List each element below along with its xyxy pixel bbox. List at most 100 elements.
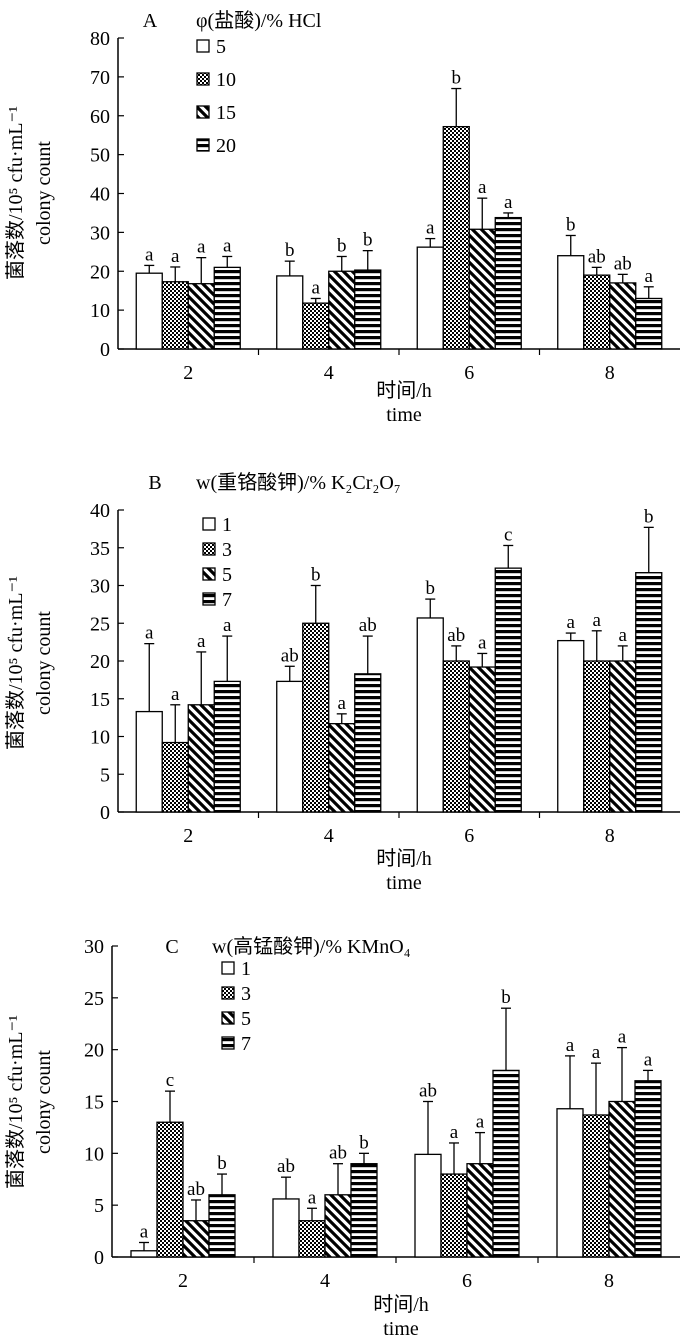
legend-swatch — [221, 986, 235, 1000]
bar — [272, 1198, 300, 1258]
bar — [468, 228, 496, 350]
x-axis-label-en: time — [386, 404, 422, 426]
legend-title: w(高锰酸钾)/% KMnO₄ — [212, 935, 411, 958]
y-tick-label: 70 — [90, 67, 110, 89]
y-tick-label: 40 — [90, 500, 110, 522]
significance-letter: ab — [588, 246, 606, 267]
legend-swatch — [196, 39, 210, 53]
x-tick-label: 2 — [183, 825, 193, 847]
bar — [187, 704, 215, 813]
legend-title: φ(盐酸)/% HCl — [196, 9, 322, 32]
significance-letter: a — [593, 610, 602, 631]
bar — [324, 1194, 352, 1258]
y-axis-label: 菌落数/10⁵ cfu·mL⁻¹ — [4, 576, 27, 750]
bar — [213, 266, 241, 350]
legend-swatch — [202, 517, 216, 531]
x-tick-label: 4 — [324, 362, 334, 384]
legend-entry: 1 — [241, 958, 251, 980]
bar — [635, 572, 663, 813]
bar — [156, 1121, 184, 1258]
significance-letter: a — [478, 632, 487, 653]
y-tick-label: 10 — [90, 300, 110, 322]
bar — [213, 680, 241, 813]
bar — [328, 270, 356, 350]
bar — [582, 1114, 610, 1258]
significance-letter: b — [363, 230, 373, 251]
significance-letter: a — [645, 266, 654, 287]
x-axis-label: 时间/h — [376, 379, 432, 402]
bar — [208, 1194, 236, 1258]
bar — [135, 272, 163, 350]
y-tick-label: 60 — [90, 106, 110, 128]
bar — [494, 567, 522, 813]
bar — [354, 673, 382, 813]
significance-letter: a — [567, 612, 576, 633]
significance-letter: a — [618, 1027, 627, 1048]
x-tick-label: 8 — [605, 362, 615, 384]
significance-letter: b — [337, 235, 347, 256]
bar — [492, 1069, 520, 1258]
significance-letter: b — [359, 1132, 369, 1153]
legend-entry: 5 — [222, 564, 232, 586]
legend-swatch — [202, 542, 216, 556]
significance-letter: a — [145, 244, 154, 265]
bar — [135, 710, 163, 813]
legend-swatch — [196, 105, 210, 119]
significance-letter: a — [566, 1035, 575, 1056]
significance-letter: c — [166, 1070, 174, 1091]
significance-letter: a — [308, 1187, 317, 1208]
significance-letter: a — [223, 615, 232, 636]
x-axis-label-en: time — [386, 872, 422, 894]
y-tick-label: 15 — [90, 689, 110, 711]
bar — [161, 281, 189, 350]
x-tick-label: 8 — [605, 825, 615, 847]
bar — [609, 282, 637, 350]
significance-letter: a — [338, 693, 347, 714]
significance-letter: a — [171, 684, 180, 705]
legend-entry: 3 — [222, 539, 232, 561]
legend-swatch — [221, 1036, 235, 1050]
legend-entry: 15 — [216, 102, 236, 124]
x-tick-label: 8 — [604, 1270, 614, 1292]
significance-letter: b — [452, 68, 462, 89]
legend-swatch — [221, 1011, 235, 1025]
y-tick-label: 20 — [90, 651, 110, 673]
y-tick-label: 0 — [100, 802, 110, 824]
bar — [350, 1163, 378, 1258]
bar — [276, 680, 304, 813]
legend-swatch — [196, 72, 210, 86]
legend-entry: 7 — [222, 589, 232, 611]
significance-letter: a — [171, 246, 180, 267]
legend-entry: 10 — [216, 69, 236, 91]
y-tick-label: 25 — [84, 988, 104, 1010]
y-tick-label: 80 — [90, 28, 110, 50]
significance-letter: a — [450, 1122, 459, 1143]
bar — [557, 255, 585, 350]
legend-entry: 5 — [216, 36, 226, 58]
x-tick-label: 6 — [462, 1270, 472, 1292]
y-tick-label: 0 — [100, 339, 110, 361]
y-tick-label: 30 — [90, 222, 110, 244]
bar — [583, 274, 611, 350]
legend-entry: 7 — [241, 1033, 251, 1055]
bar — [468, 666, 496, 813]
significance-letter: a — [312, 277, 321, 298]
x-axis-label: 时间/h — [373, 1293, 429, 1316]
x-tick-label: 4 — [324, 825, 334, 847]
significance-letter: a — [140, 1221, 149, 1242]
y-tick-label: 15 — [84, 1092, 104, 1114]
significance-letter: ab — [447, 625, 465, 646]
panel-label: B — [148, 472, 161, 494]
y-tick-label: 10 — [90, 727, 110, 749]
panel-label: C — [165, 936, 178, 958]
legend-title: w(重铬酸钾)/% K₂Cr₂O₇ — [196, 471, 401, 494]
y-tick-label: 40 — [90, 184, 110, 206]
bar — [416, 617, 444, 813]
bar — [276, 275, 304, 350]
significance-letter: ab — [419, 1081, 437, 1102]
significance-letter: b — [285, 240, 295, 261]
significance-letter: a — [592, 1042, 601, 1063]
significance-letter: a — [197, 237, 206, 258]
